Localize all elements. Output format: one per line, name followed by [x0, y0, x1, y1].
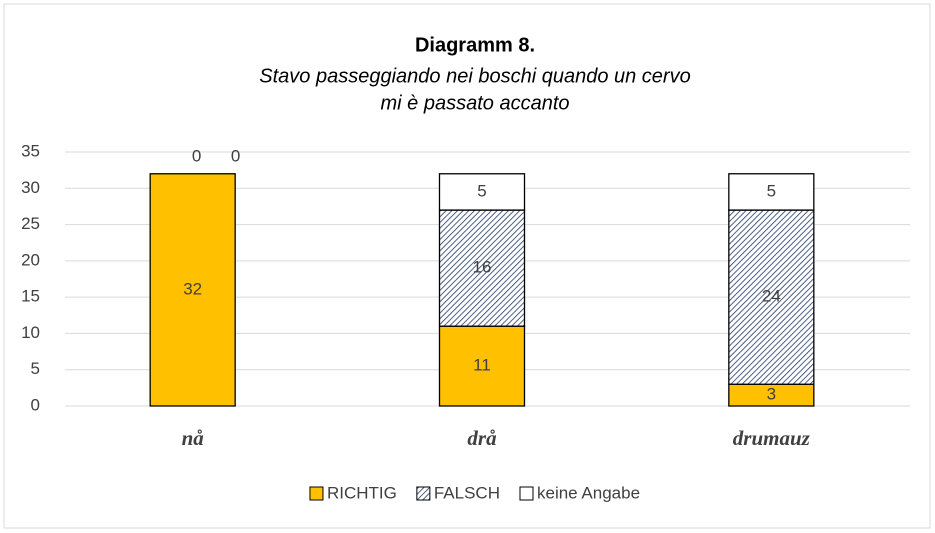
legend-label: FALSCH [434, 483, 500, 502]
data-label: 11 [473, 356, 491, 375]
data-label: 24 [762, 287, 781, 306]
x-tick-label: drå [467, 426, 496, 450]
data-label: 3 [767, 385, 776, 404]
y-tick-label: 30 [21, 178, 40, 197]
data-label: 5 [477, 181, 486, 200]
legend-swatch [309, 486, 324, 501]
legend-swatch [519, 486, 534, 501]
chart-subtitle: Stavo passeggiando nei boschi quando un … [259, 65, 690, 87]
y-tick-label: 25 [21, 214, 40, 233]
legend-label: RICHTIG [327, 483, 397, 502]
bar-segment [438, 209, 526, 327]
chart-title: Diagramm 8. [415, 34, 535, 56]
bar-segment [438, 325, 526, 407]
bar-segment [149, 173, 236, 407]
data-label: 0 [231, 146, 240, 165]
bar-segment [438, 173, 526, 211]
x-tick-label: nå [182, 426, 204, 450]
legend-swatch [416, 486, 431, 501]
y-tick-label: 0 [31, 395, 40, 414]
data-label: 5 [767, 181, 776, 200]
data-label: 32 [183, 279, 202, 298]
bar-segment [728, 173, 815, 211]
x-tick-label: drumauz [733, 426, 811, 450]
chart-subtitle: mi è passato accanto [381, 92, 570, 114]
y-tick-label: 10 [21, 323, 40, 342]
data-label: 16 [473, 258, 492, 277]
y-tick-label: 20 [21, 250, 40, 269]
y-tick-label: 15 [21, 287, 40, 306]
legend-label: keine Angabe [537, 483, 640, 502]
data-label: 0 [192, 146, 201, 165]
y-tick-label: 5 [31, 359, 40, 378]
y-tick-label: 35 [21, 141, 40, 160]
